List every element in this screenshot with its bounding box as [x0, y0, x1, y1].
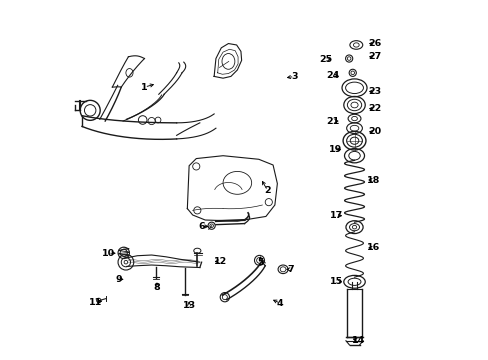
Text: 3: 3	[291, 72, 297, 81]
Text: 14: 14	[351, 336, 365, 345]
Text: 20: 20	[367, 127, 381, 136]
Text: 25: 25	[319, 55, 332, 64]
Text: 27: 27	[367, 52, 381, 61]
Text: 2: 2	[264, 186, 270, 195]
Text: 17: 17	[329, 211, 343, 220]
Text: 5: 5	[257, 258, 264, 267]
Text: 16: 16	[366, 243, 380, 252]
Text: 12: 12	[213, 257, 226, 266]
Text: 4: 4	[276, 299, 283, 308]
Text: 15: 15	[329, 277, 343, 286]
Text: 7: 7	[287, 265, 294, 274]
Text: 1: 1	[141, 83, 147, 92]
Text: 23: 23	[367, 87, 381, 96]
Text: 22: 22	[367, 104, 381, 113]
Text: 26: 26	[367, 39, 381, 48]
Text: 8: 8	[153, 283, 160, 292]
Text: 24: 24	[326, 71, 339, 80]
Text: 6: 6	[198, 222, 204, 231]
Text: 10: 10	[102, 249, 114, 258]
Text: 21: 21	[326, 117, 339, 126]
Text: 19: 19	[328, 145, 342, 154]
Text: 11: 11	[88, 298, 102, 307]
Text: 13: 13	[182, 301, 195, 310]
Text: 18: 18	[366, 176, 380, 185]
Text: 9: 9	[115, 275, 122, 284]
